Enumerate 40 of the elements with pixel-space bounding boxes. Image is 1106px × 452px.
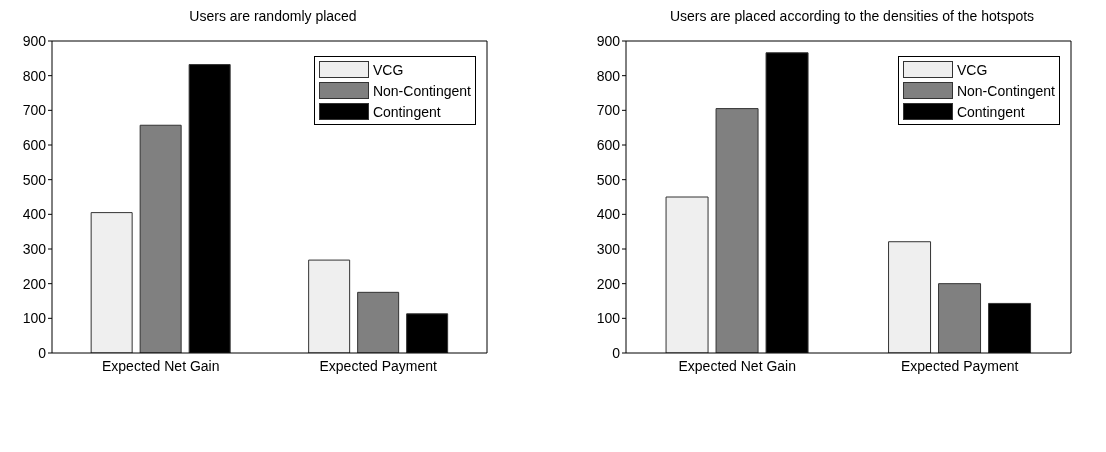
y-tick-label: 900	[596, 32, 621, 49]
x-tick-label: Expected Net Gain	[101, 357, 220, 374]
legend-label: Non-Contingent	[956, 82, 1055, 99]
y-tick-label: 800	[22, 67, 47, 84]
legend-label: VCG	[372, 61, 404, 78]
y-tick-label: 500	[22, 171, 47, 188]
bar	[938, 283, 982, 353]
y-tick-label: 300	[596, 240, 621, 257]
y-tick-label: 400	[22, 206, 47, 223]
y-tick-label: 0	[38, 344, 47, 361]
x-tick-label: Expected Payment	[900, 357, 1019, 374]
bar	[665, 196, 709, 353]
bar	[139, 124, 182, 353]
y-tick-label: 900	[22, 32, 47, 49]
y-tick-label: 600	[596, 136, 621, 153]
y-tick-label: 100	[596, 310, 621, 327]
bar	[357, 291, 400, 353]
bar	[90, 212, 133, 353]
bar	[888, 241, 932, 353]
y-tick-label: 200	[22, 275, 47, 292]
legend-label: Non-Contingent	[372, 82, 471, 99]
bar	[715, 108, 759, 353]
y-tick-label: 200	[596, 275, 621, 292]
chart-title: Users are randomly placed	[188, 8, 358, 26]
y-tick-label: 600	[22, 136, 47, 153]
legend-label: Contingent	[372, 103, 441, 120]
y-tick-label: 0	[612, 344, 621, 361]
y-tick-label: 300	[22, 240, 47, 257]
legend-label: VCG	[956, 61, 988, 78]
y-tick-label: 400	[596, 206, 621, 223]
y-tick-label: 500	[596, 171, 621, 188]
y-tick-label: 700	[596, 102, 621, 119]
y-tick-label: 800	[596, 67, 621, 84]
x-tick-label: Expected Payment	[319, 357, 438, 374]
x-tick-label: Expected Net Gain	[678, 357, 797, 374]
legend-label: Contingent	[956, 103, 1025, 120]
y-tick-label: 700	[22, 102, 47, 119]
chart-title: Users are placed according to the densities of the hotspots	[668, 8, 1036, 26]
y-tick-label: 100	[22, 310, 47, 327]
bar	[308, 259, 351, 353]
